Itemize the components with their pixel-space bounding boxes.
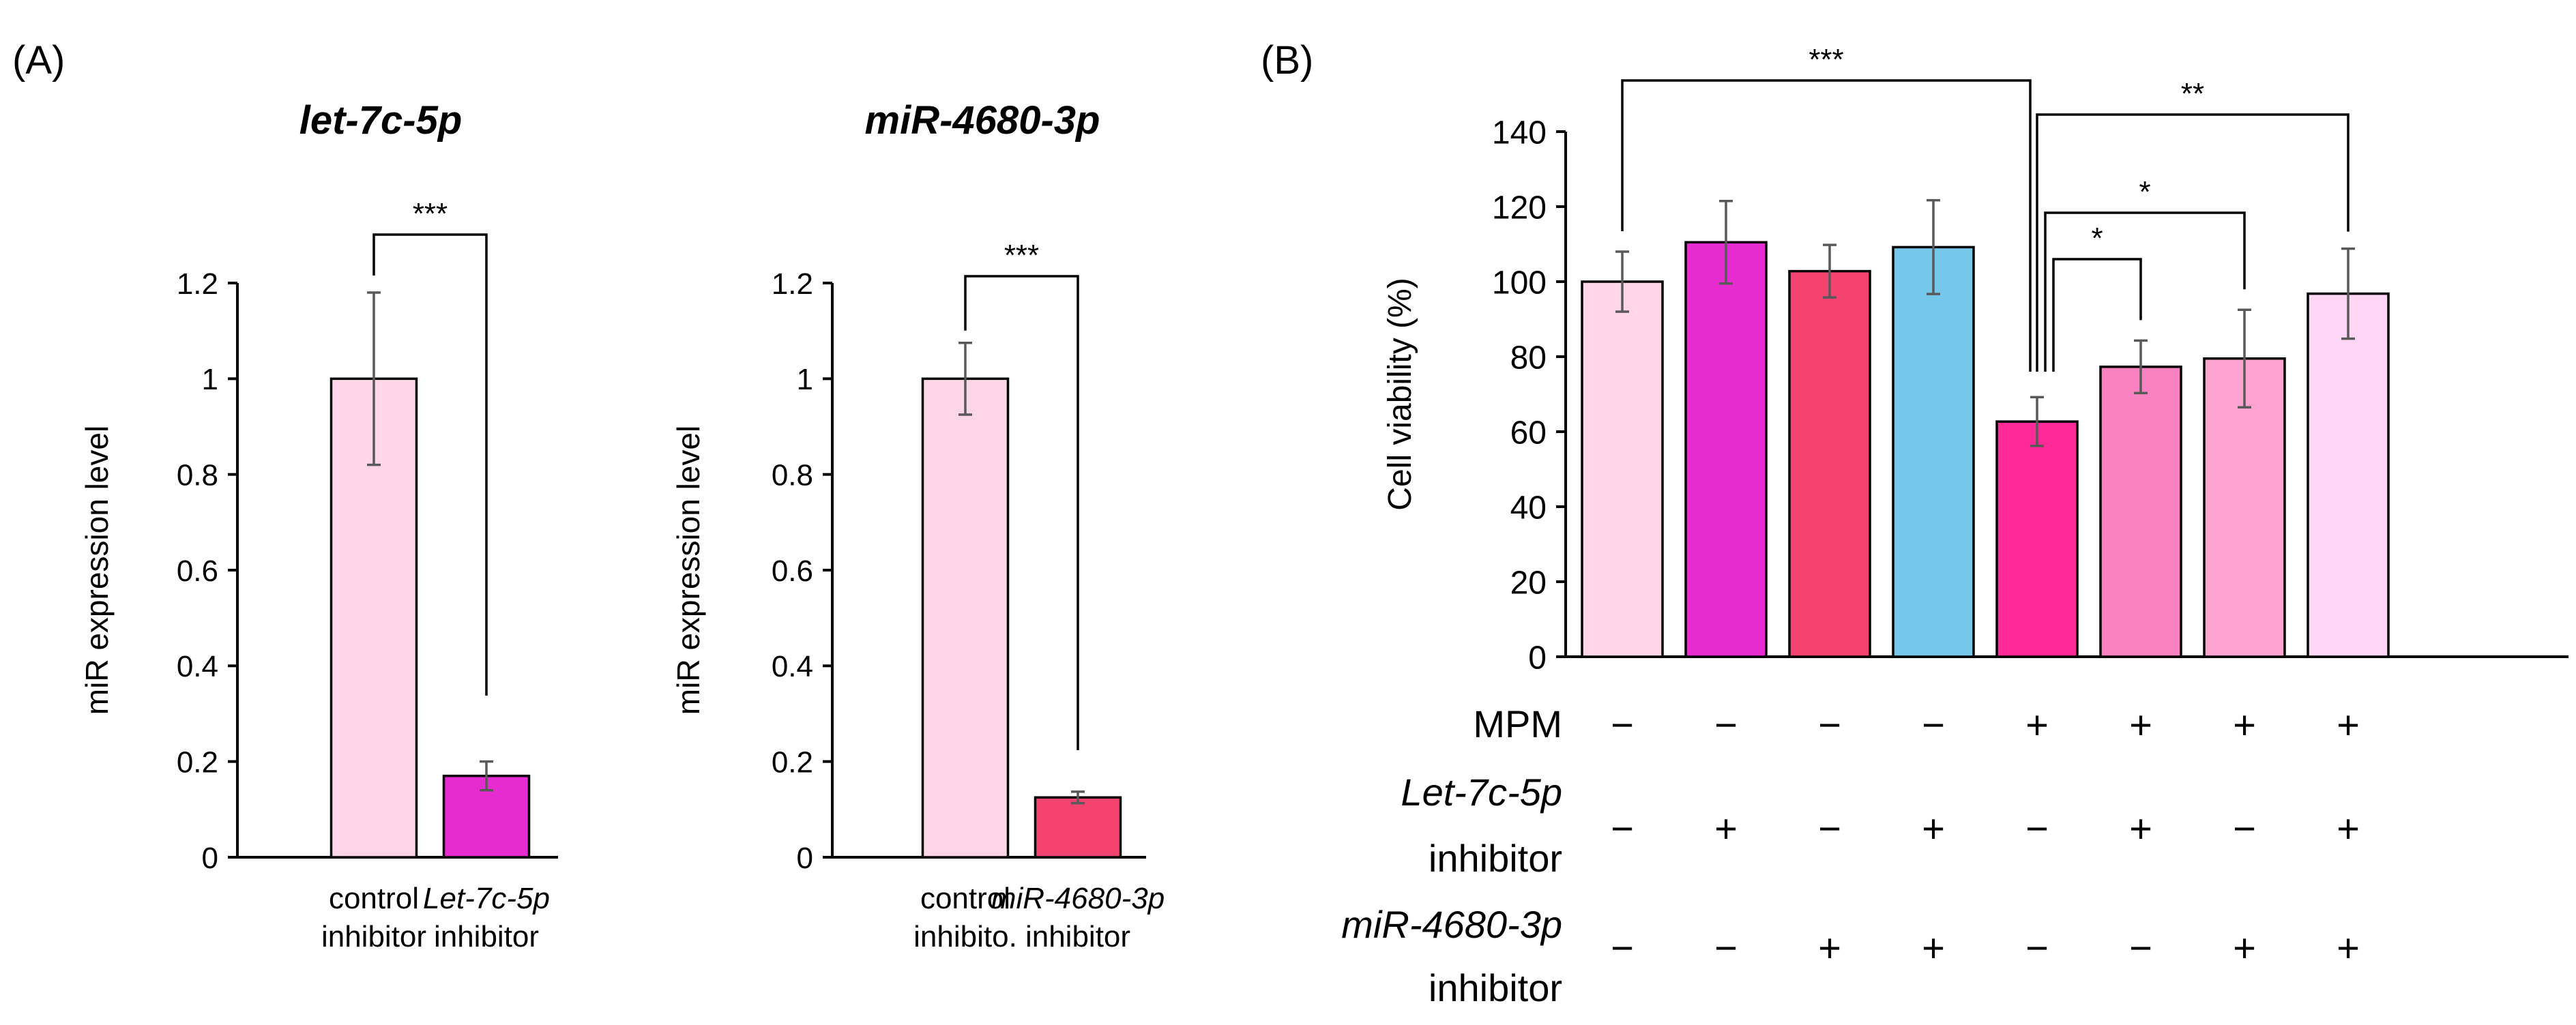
- bar-1: [921, 377, 1010, 859]
- chart-let7c-expression: let-7c-5p miR expression level 0 0.2 0.4 0.6 0…: [79, 98, 558, 953]
- bar-6: [2099, 366, 2182, 658]
- condition-mark: +: [1922, 807, 1945, 851]
- significance-label: ***: [1004, 239, 1039, 272]
- x-category-label: inhibito.: [913, 920, 1017, 953]
- condition-mark: −: [1611, 807, 1634, 851]
- chart-cell-viability: Cell viability (%)020406080100120140****…: [1341, 43, 2568, 1009]
- x-category-label: inhibitor: [1025, 920, 1130, 953]
- condition-mark: −: [1818, 807, 1841, 851]
- y-tick-label: 0.6: [772, 554, 813, 588]
- y-tick-label: 1.2: [177, 267, 218, 301]
- y-tick-label: 0: [1528, 640, 1547, 676]
- significance-bracket: [1621, 79, 2032, 372]
- y-tick-label: 0.4: [177, 650, 218, 683]
- condition-mark: +: [1922, 926, 1945, 970]
- condition-mark: −: [1611, 703, 1634, 747]
- condition-mark: −: [1714, 703, 1738, 747]
- y-tick-label: 60: [1510, 415, 1547, 451]
- condition-mark: +: [2337, 703, 2360, 747]
- y-tick-label: 0.2: [177, 746, 218, 779]
- y-tick-label: 120: [1492, 190, 1547, 226]
- significance-bracket: [964, 275, 1079, 750]
- y-tick-label: 0.8: [772, 459, 813, 492]
- condition-mark: −: [1922, 703, 1945, 747]
- x-category-label: control: [329, 882, 419, 915]
- condition-mark: +: [2129, 807, 2152, 851]
- panel-label-b: (B): [1261, 38, 1313, 83]
- y-axis-label: miR expression level: [671, 426, 706, 715]
- x-category-label: control: [920, 882, 1010, 915]
- condition-row-label: inhibitor: [1429, 966, 1562, 1009]
- chart-mir4680-expression: miR-4680-3p miR expression level 0 0.2 0.4 0.…: [671, 98, 1165, 953]
- x-category-label: Let-7c-5p: [423, 882, 550, 915]
- chart-title: miR-4680-3p: [865, 98, 1100, 143]
- condition-row-label: inhibitor: [1429, 837, 1562, 880]
- bar-5: [1995, 420, 2079, 658]
- bar-8: [2307, 292, 2390, 658]
- x-category-label: miR-4680-3p: [991, 882, 1165, 915]
- bar-1: [1581, 280, 1664, 658]
- condition-row-label: miR-4680-3p: [1341, 903, 1562, 946]
- y-tick-label: 140: [1492, 115, 1547, 151]
- y-tick-label: 1.2: [772, 267, 813, 301]
- condition-mark: +: [2025, 703, 2049, 747]
- condition-row-label: MPM: [1473, 702, 1562, 745]
- y-tick-label: 40: [1510, 490, 1547, 526]
- significance-label: **: [2181, 77, 2204, 110]
- x-category-label: inhibitor: [434, 920, 539, 953]
- y-tick-label: 0.6: [177, 554, 218, 588]
- condition-mark: +: [2233, 703, 2256, 747]
- condition-mark: −: [2025, 807, 2049, 851]
- y-tick-label: 0.4: [772, 650, 813, 683]
- significance-bracket: [372, 233, 488, 696]
- y-tick-label: 1: [202, 363, 218, 396]
- bar-3: [1788, 269, 1871, 658]
- significance-label: *: [2139, 175, 2150, 209]
- panel-label-a: (A): [12, 38, 65, 83]
- y-tick-label: 0.2: [772, 746, 813, 779]
- significance-label: *: [2091, 222, 2103, 255]
- condition-row-label: Let-7c-5p: [1401, 771, 1562, 814]
- condition-mark: −: [1714, 926, 1738, 970]
- chart-title: let-7c-5p: [299, 98, 463, 143]
- y-tick-label: 0: [797, 842, 813, 875]
- y-tick-label: 100: [1492, 265, 1547, 301]
- y-axis-label: Cell viability (%): [1382, 278, 1418, 510]
- y-tick-label: 1: [797, 363, 813, 396]
- significance-label: ***: [1809, 43, 1843, 76]
- condition-mark: +: [2233, 926, 2256, 970]
- condition-mark: +: [2337, 926, 2360, 970]
- condition-mark: +: [2337, 807, 2360, 851]
- bar-2: [1684, 241, 1768, 658]
- x-category-label: inhibitor: [321, 920, 426, 953]
- condition-mark: −: [2129, 926, 2152, 970]
- y-tick-label: 20: [1510, 565, 1547, 601]
- significance-bracket: [2044, 211, 2246, 372]
- condition-mark: +: [1714, 807, 1738, 851]
- condition-mark: −: [1818, 703, 1841, 747]
- significance-bracket: [2052, 258, 2142, 372]
- condition-mark: +: [1818, 926, 1841, 970]
- y-tick-label: 80: [1510, 340, 1547, 376]
- bar-4: [1892, 246, 1975, 658]
- significance-bracket: [2036, 113, 2350, 372]
- condition-mark: −: [2233, 807, 2256, 851]
- y-tick-label: 0.8: [177, 459, 218, 492]
- bar-2: [1034, 796, 1122, 859]
- y-tick-label: 0: [202, 842, 218, 875]
- condition-mark: −: [2025, 926, 2049, 970]
- y-axis-label: miR expression level: [79, 426, 115, 715]
- condition-mark: −: [1611, 926, 1634, 970]
- condition-mark: +: [2129, 703, 2152, 747]
- significance-label: ***: [413, 197, 448, 231]
